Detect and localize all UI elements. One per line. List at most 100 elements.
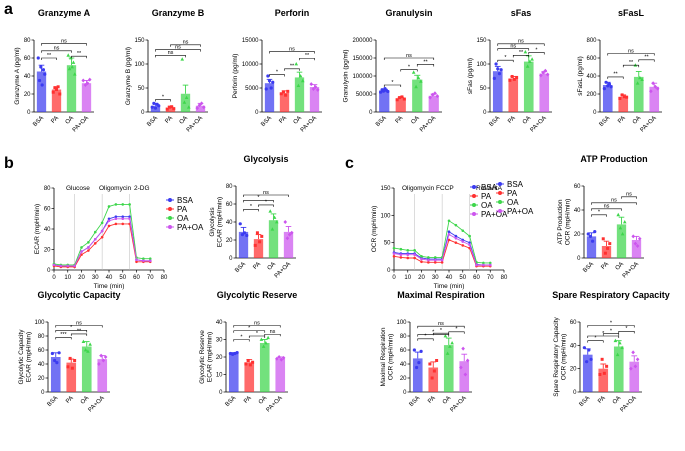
data-point: [246, 359, 250, 362]
data-point: [201, 105, 206, 110]
series-point: [399, 256, 403, 259]
data-point: [604, 80, 608, 84]
data-point: [103, 355, 108, 359]
legend-label: PA: [481, 192, 492, 201]
x-tick-label: PA+OA: [266, 395, 284, 413]
bar: [631, 240, 642, 258]
significance-bracket: [497, 43, 545, 46]
data-point: [41, 68, 46, 72]
series-point: [454, 234, 458, 238]
y-tick-label: 20: [38, 376, 45, 382]
bar: [264, 83, 275, 112]
x-tick-label: BSA: [146, 115, 159, 128]
data-point: [315, 87, 320, 92]
series-point: [413, 253, 416, 256]
data-point: [70, 366, 74, 370]
significance-label: **: [613, 72, 618, 78]
data-point: [277, 355, 281, 359]
data-point: [395, 98, 399, 102]
data-point: [586, 232, 590, 236]
significance-label: ns: [54, 46, 60, 52]
data-point: [459, 365, 463, 370]
legend-marker: [168, 216, 172, 220]
significance-label: *: [250, 204, 253, 210]
significance-label: *: [610, 320, 613, 326]
legend-marker: [498, 209, 502, 213]
injection-annotation: FCCP: [436, 185, 454, 192]
data-point: [195, 106, 200, 111]
x-tick-label: 40: [106, 275, 113, 281]
data-point: [381, 89, 386, 93]
data-point: [261, 344, 266, 348]
significance-label: ***: [60, 332, 67, 338]
data-point: [620, 345, 624, 350]
data-point: [593, 230, 597, 234]
y-tick-label: 0: [369, 110, 373, 116]
bar: [195, 105, 206, 112]
series-point: [399, 247, 403, 251]
data-point: [649, 89, 653, 94]
y-tick-label: 40: [226, 220, 233, 226]
bar: [582, 354, 593, 392]
chart-title: Granzyme A: [38, 8, 91, 18]
significance-bracket: [55, 325, 103, 328]
y-axis-label: Perforin (pg/ml): [232, 54, 239, 99]
significance-bracket: [528, 52, 545, 55]
data-point: [618, 341, 622, 345]
significance-bracket: [432, 332, 450, 336]
y-tick-label: 800: [586, 38, 597, 44]
data-point: [618, 97, 622, 100]
x-tick-label: PA: [278, 115, 288, 125]
data-point: [87, 77, 92, 82]
x-tick-label: 80: [161, 275, 168, 281]
data-point: [272, 215, 277, 219]
series-point: [135, 258, 138, 262]
y-axis-label-line: ECAR (mpH/min): [34, 204, 41, 254]
significance-bracket: [233, 330, 266, 333]
data-point: [281, 90, 285, 94]
x-tick-label: PA+OA: [186, 115, 204, 133]
data-point: [530, 57, 534, 61]
data-point: [167, 105, 171, 109]
series-point: [114, 203, 118, 206]
data-point: [40, 83, 44, 87]
y-tick-label: 20: [226, 238, 233, 244]
significance-label: ns: [76, 320, 82, 326]
significance-label: ns: [168, 50, 174, 56]
x-tick-label: 50: [119, 275, 126, 281]
y-tick-label: 40: [574, 208, 581, 214]
significance-bracket: [41, 43, 87, 46]
data-point: [70, 65, 74, 69]
series-point: [121, 215, 125, 218]
data-point: [618, 226, 623, 230]
data-point: [445, 351, 450, 355]
data-point: [412, 348, 416, 352]
data-point: [39, 65, 43, 69]
x-tick-label: 30: [432, 275, 439, 281]
data-point: [608, 242, 612, 246]
y-tick-label: 80: [226, 184, 233, 190]
bar: [283, 231, 294, 258]
bar: [508, 78, 519, 112]
bar: [633, 76, 644, 112]
significance-bracket: [155, 55, 186, 58]
y-tick-label: 60: [44, 207, 51, 213]
series-point: [461, 244, 465, 247]
series-point: [427, 258, 430, 262]
series-point: [121, 222, 125, 226]
data-point: [541, 70, 545, 75]
perforin-chart: 0 5000 10000 15000 Perforin (pg/ml) Perforin B…: [232, 8, 322, 133]
data-point: [419, 79, 423, 83]
data-point: [415, 365, 419, 370]
data-point: [283, 220, 288, 224]
x-tick-label: PA+OA: [274, 261, 292, 279]
series-point: [114, 217, 118, 221]
significance-label: **: [77, 329, 82, 335]
significance-label: *: [257, 195, 260, 201]
y-axis-label: Glycolytic CapacityECAR (mpH/min): [18, 329, 33, 385]
y-axis-label: ECAR (mpH/min): [34, 204, 41, 254]
significance-label: **: [644, 55, 649, 61]
y-axis-label: Glycolytic ReserveECAR (mpH/min): [199, 330, 214, 384]
